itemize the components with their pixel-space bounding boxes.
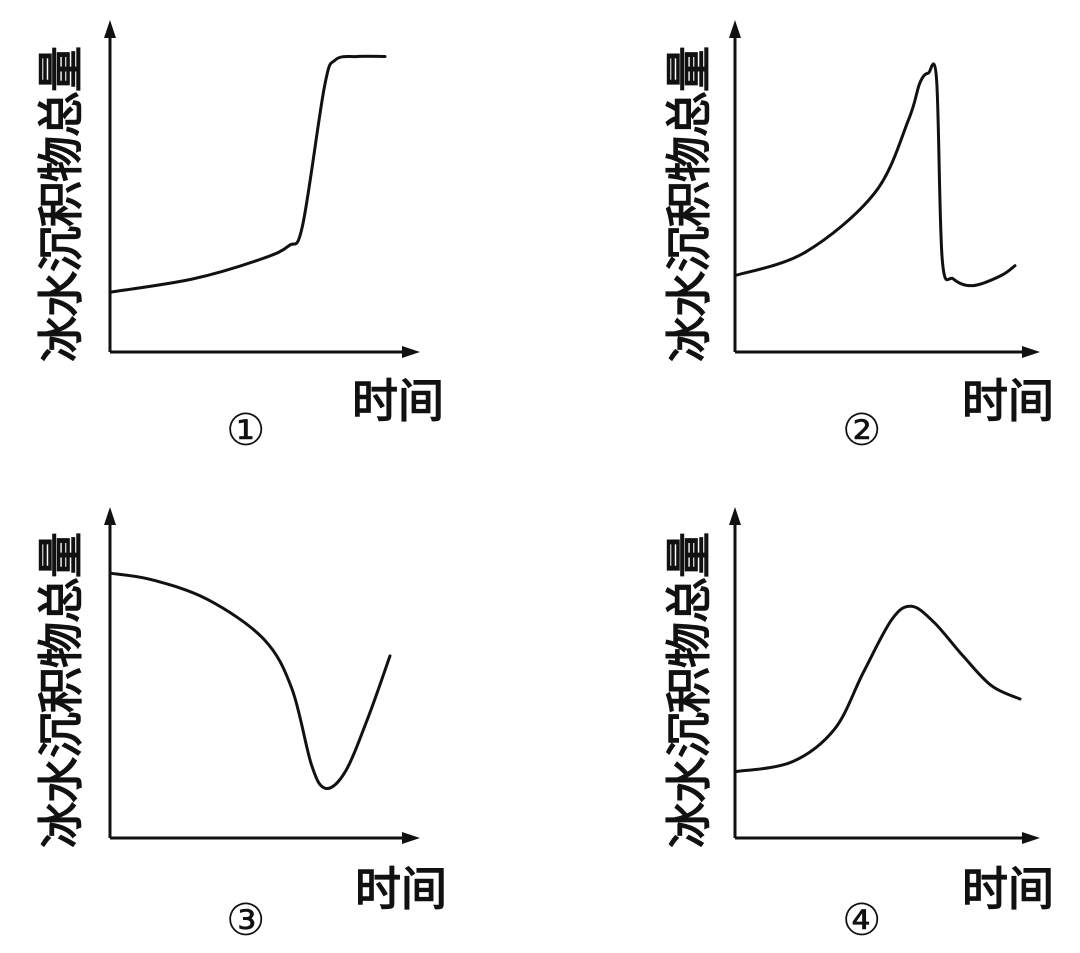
x-axis-arrow-3 bbox=[402, 832, 420, 844]
y-axis-label-1: 冰水沉积物总量 bbox=[34, 47, 88, 362]
y-axis-arrow-2 bbox=[729, 20, 741, 38]
chart-plot-1 bbox=[104, 20, 420, 358]
panel-number-3: ③ bbox=[226, 895, 266, 946]
panel-number-4: ④ bbox=[842, 895, 882, 946]
chart-plot-2 bbox=[729, 20, 1040, 358]
x-axis-arrow-1 bbox=[402, 346, 420, 358]
chart-plot-3 bbox=[104, 507, 420, 844]
y-axis-label-2: 冰水沉积物总量 bbox=[662, 47, 716, 362]
series-line-3 bbox=[108, 571, 392, 790]
y-axis-arrow-4 bbox=[729, 507, 741, 525]
y-axis-label-3: 冰水沉积物总量 bbox=[34, 533, 88, 848]
x-axis-arrow-2 bbox=[1022, 346, 1040, 358]
x-axis-label-1: 时间 bbox=[352, 374, 444, 428]
chart-panel-4: 冰水沉积物总量 时间 ④ bbox=[540, 477, 1080, 953]
x-axis-arrow-4 bbox=[1022, 832, 1040, 844]
series-line-2 bbox=[733, 62, 1017, 288]
y-axis-label-4: 冰水沉积物总量 bbox=[662, 533, 716, 848]
panel-number-2: ② bbox=[842, 405, 882, 456]
series-line-1 bbox=[108, 54, 387, 294]
series-line-4 bbox=[733, 604, 1022, 774]
x-axis-label-3: 时间 bbox=[355, 862, 447, 916]
chart-plot-4 bbox=[729, 507, 1040, 844]
y-axis-arrow-3 bbox=[104, 507, 116, 525]
chart-panel-1: 冰水沉积物总量 时间 ① bbox=[0, 0, 540, 476]
panel-number-1: ① bbox=[226, 405, 266, 456]
y-axis-arrow-1 bbox=[104, 20, 116, 38]
chart-panel-3: 冰水沉积物总量 时间 ③ bbox=[0, 477, 540, 953]
x-axis-label-4: 时间 bbox=[962, 862, 1054, 916]
x-axis-label-2: 时间 bbox=[962, 374, 1054, 428]
chart-panel-2: 冰水沉积物总量 时间 ② bbox=[540, 0, 1080, 476]
